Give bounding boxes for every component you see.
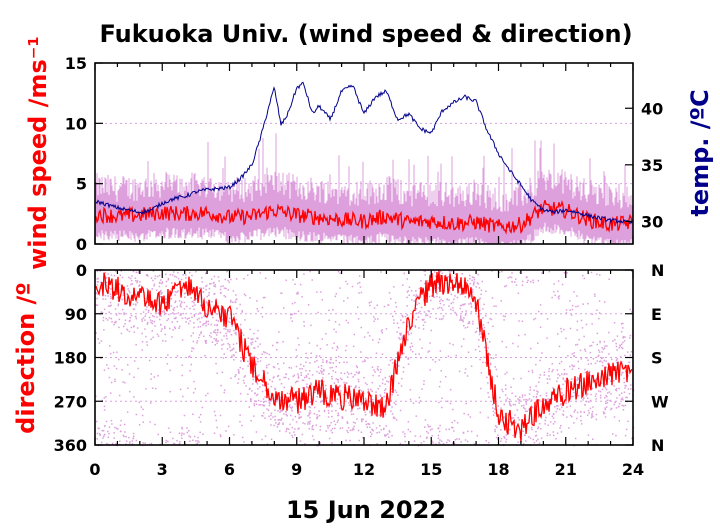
direction-axis-label: direction /º <box>12 282 40 434</box>
x-tick-label: 0 <box>89 460 100 479</box>
top-series <box>95 81 633 235</box>
compass-label: E <box>651 305 662 324</box>
direction-raw-points <box>95 270 635 447</box>
x-tick-label: 18 <box>487 460 509 479</box>
top-panel: 0 5 10 15 30 35 40 <box>65 54 664 254</box>
direction-mean-line <box>95 270 633 443</box>
x-tick-label: 15 <box>420 460 442 479</box>
direction-mean <box>95 270 633 443</box>
top-grid <box>95 122 633 185</box>
y2-tick-label: 40 <box>641 99 663 118</box>
x-tick-label: 3 <box>157 460 168 479</box>
date-label: 15 Jun 2022 <box>286 496 446 524</box>
y2-tick-label: 30 <box>641 212 663 231</box>
compass-label: N <box>651 261 664 280</box>
bottom-ticks: 0 N 90 E 180 S 270 W 360 N 0 3 6 9 12 15 18 21 24 <box>54 261 669 479</box>
y-tick-label: 10 <box>65 114 87 133</box>
temperature-line <box>95 81 633 225</box>
wind-speed-mean-line <box>95 199 633 235</box>
y-tick-label: 5 <box>76 175 87 194</box>
y-tick-label: 0 <box>76 235 87 254</box>
x-tick-label: 12 <box>353 460 375 479</box>
temperature-axis-label: temp. /ºC <box>686 89 714 216</box>
wind-gust-band <box>95 133 633 244</box>
gust-band-path <box>95 133 633 244</box>
y-tick-label: 0 <box>76 261 87 280</box>
x-tick-label: 9 <box>291 460 302 479</box>
compass-label: N <box>651 436 664 455</box>
wind-speed-axis-label: wind speed /ms⁻¹ <box>24 36 52 270</box>
compass-label: W <box>651 392 669 411</box>
x-tick-label: 21 <box>555 460 577 479</box>
y-tick-label: 270 <box>54 392 87 411</box>
y2-tick-label: 35 <box>641 156 663 175</box>
bottom-panel: 0 N 90 E 180 S 270 W 360 N 0 3 6 9 12 15 18 21 24 <box>54 261 669 479</box>
top-ticks: 0 5 10 15 30 35 40 <box>65 54 664 254</box>
chart-title: Fukuoka Univ. (wind speed & direction) <box>99 20 632 48</box>
direction-scatter <box>95 270 635 447</box>
y-tick-label: 15 <box>65 54 87 73</box>
x-tick-label: 6 <box>224 460 235 479</box>
y-tick-label: 180 <box>54 349 87 368</box>
y-tick-label: 360 <box>54 436 87 455</box>
compass-label: S <box>651 349 663 368</box>
x-tick-label: 24 <box>622 460 644 479</box>
y-tick-label: 90 <box>65 305 87 324</box>
